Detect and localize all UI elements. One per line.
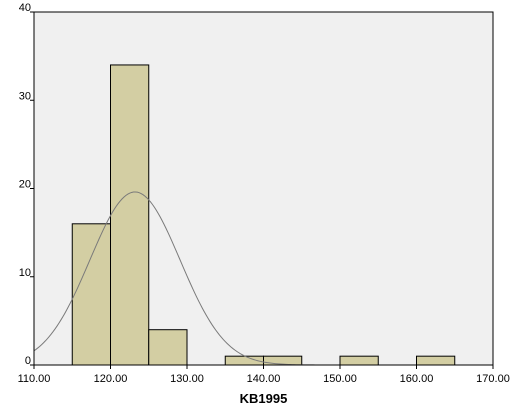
histogram-bar-1 xyxy=(110,64,150,366)
x-axis: 110.00 120.00 130.00 140.00 150.00 160.00 170.… xyxy=(18,365,510,385)
y-tick-label-2: 20 xyxy=(19,179,31,191)
x-tick-label-2: 130.00 xyxy=(170,373,204,385)
x-tick-label-1: 120.00 xyxy=(94,373,128,385)
x-tick-label-6: 170.00 xyxy=(476,373,510,385)
histogram-bar-2 xyxy=(148,329,188,366)
x-tick-label-0: 110.00 xyxy=(18,373,51,385)
y-tick-label-0: 0 xyxy=(25,355,31,367)
y-tick-label-1: 10 xyxy=(19,267,31,279)
x-tick-label-3: 140.00 xyxy=(247,373,281,385)
histogram-bar-0 xyxy=(71,223,111,366)
histogram-bar-6 xyxy=(416,355,456,366)
x-tick-label-5: 160.00 xyxy=(400,373,434,385)
bars-group xyxy=(71,64,456,366)
histogram-bar-5 xyxy=(339,355,379,366)
x-tick-label-4: 150.00 xyxy=(323,373,357,385)
y-tick-label-3: 30 xyxy=(19,90,31,102)
y-axis: 0 10 20 30 40 xyxy=(19,2,34,367)
y-tick-label-4: 40 xyxy=(19,2,31,14)
x-axis-title: KB1995 xyxy=(240,391,288,406)
histogram-bar-4 xyxy=(263,355,303,366)
